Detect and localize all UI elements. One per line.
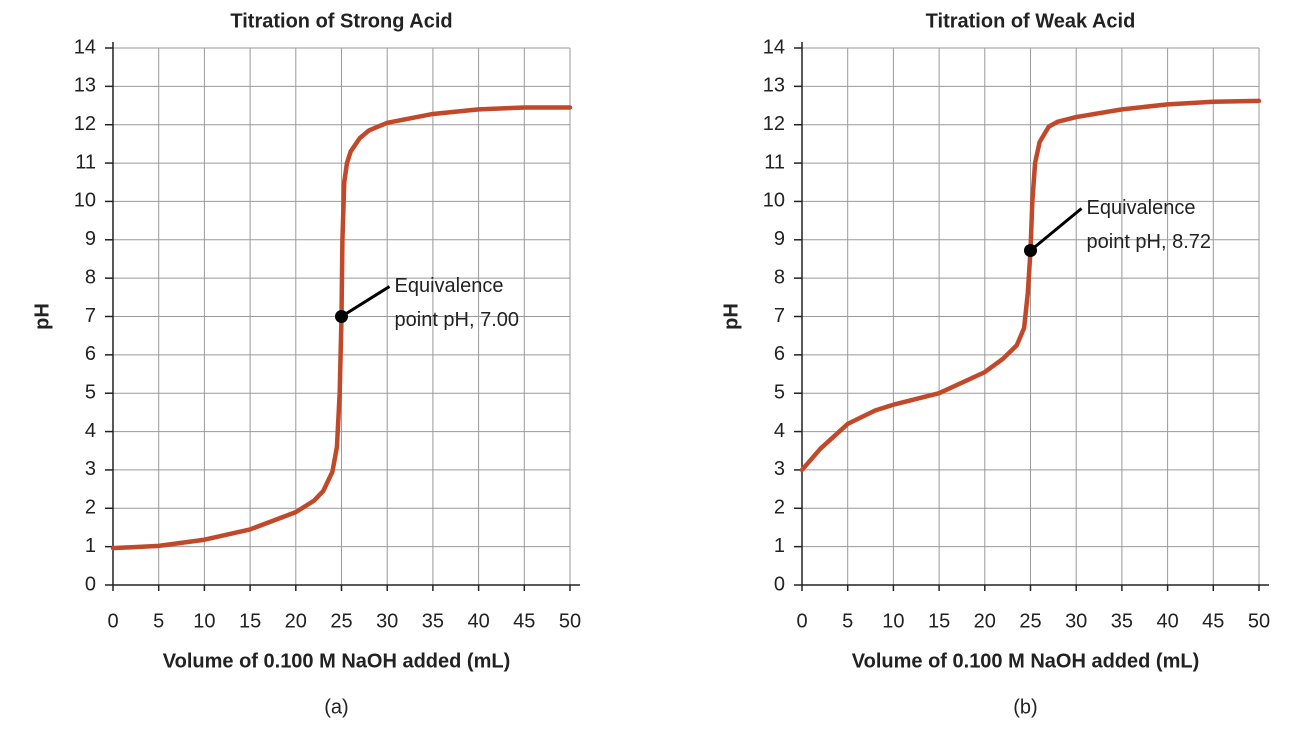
- annotation-text: point pH, 8.72: [1087, 231, 1212, 253]
- x-tick-label: 5: [842, 610, 853, 632]
- y-tick-label: 12: [763, 113, 785, 135]
- y-tick-label: 5: [85, 381, 96, 403]
- y-tick-label: 4: [85, 420, 96, 442]
- y-tick-label: 7: [774, 305, 785, 327]
- y-tick-label: 7: [85, 305, 96, 327]
- y-tick-label: 6: [85, 343, 96, 365]
- caption: (a): [324, 696, 348, 718]
- annotation-text: Equivalence: [1087, 197, 1196, 219]
- x-tick-label: 10: [193, 610, 215, 632]
- y-tick-label: 0: [774, 573, 785, 595]
- y-tick-label: 14: [74, 36, 96, 58]
- x-tick-label: 40: [1156, 610, 1178, 632]
- y-tick-label: 8: [85, 266, 96, 288]
- equivalence-point: [1024, 244, 1037, 258]
- annotation-leader: [340, 285, 391, 318]
- x-tick-label: 45: [1202, 610, 1224, 632]
- x-tick-label: 25: [1019, 610, 1041, 632]
- y-tick-label: 13: [763, 75, 785, 97]
- chart-title: Titration of Weak Acid: [926, 10, 1136, 32]
- y-tick-label: 9: [774, 228, 785, 250]
- y-tick-label: 1: [85, 535, 96, 557]
- titration-curve: [799, 98, 1262, 473]
- y-tick-label: 1: [774, 535, 785, 557]
- x-tick-label: 40: [467, 610, 489, 632]
- x-tick-label: 20: [974, 610, 996, 632]
- annotation-text: Equivalence: [395, 275, 504, 297]
- annotation-text: point pH, 7.00: [395, 309, 520, 331]
- y-tick-label: 11: [75, 151, 96, 173]
- y-tick-label: 14: [763, 36, 785, 58]
- y-axis-label: pH: [31, 303, 53, 330]
- y-tick-label: 12: [74, 113, 96, 135]
- x-tick-label: 35: [1111, 610, 1133, 632]
- y-tick-label: 13: [74, 75, 96, 97]
- x-tick-label: 5: [153, 610, 164, 632]
- chart-title: Titration of Strong Acid: [230, 10, 452, 32]
- y-tick-label: 11: [764, 151, 785, 173]
- y-tick-label: 6: [774, 343, 785, 365]
- y-tick-label: 8: [774, 266, 785, 288]
- y-tick-label: 3: [85, 458, 96, 480]
- x-tick-label: 15: [928, 610, 950, 632]
- x-tick-label: 15: [239, 610, 261, 632]
- x-tick-label: 10: [882, 610, 904, 632]
- x-tick-label: 50: [559, 610, 581, 632]
- y-tick-label: 2: [774, 497, 785, 519]
- caption: (b): [1013, 696, 1037, 718]
- x-tick-label: 20: [285, 610, 307, 632]
- y-tick-label: 5: [774, 381, 785, 403]
- annotation-leader: [1029, 207, 1083, 252]
- x-tick-label: 0: [796, 610, 807, 632]
- titration-curve: [110, 105, 573, 551]
- x-tick-label: 50: [1248, 610, 1270, 632]
- y-tick-label: 9: [85, 228, 96, 250]
- y-tick-label: 10: [763, 190, 785, 212]
- x-tick-label: 25: [330, 610, 352, 632]
- equivalence-point: [335, 310, 348, 323]
- y-tick-label: 2: [85, 497, 96, 519]
- x-tick-label: 35: [422, 610, 444, 632]
- y-tick-label: 10: [74, 190, 96, 212]
- x-axis-label: Volume of 0.100 M NaOH added (mL): [852, 650, 1199, 672]
- y-axis-label: pH: [720, 303, 742, 330]
- y-tick-label: 0: [85, 573, 96, 595]
- y-tick-label: 3: [774, 458, 785, 480]
- x-axis-label: Volume of 0.100 M NaOH added (mL): [163, 650, 510, 672]
- x-tick-label: 30: [1065, 610, 1087, 632]
- x-tick-label: 30: [376, 610, 398, 632]
- x-tick-label: 0: [107, 610, 118, 632]
- x-tick-label: 45: [513, 610, 535, 632]
- y-tick-label: 4: [774, 420, 785, 442]
